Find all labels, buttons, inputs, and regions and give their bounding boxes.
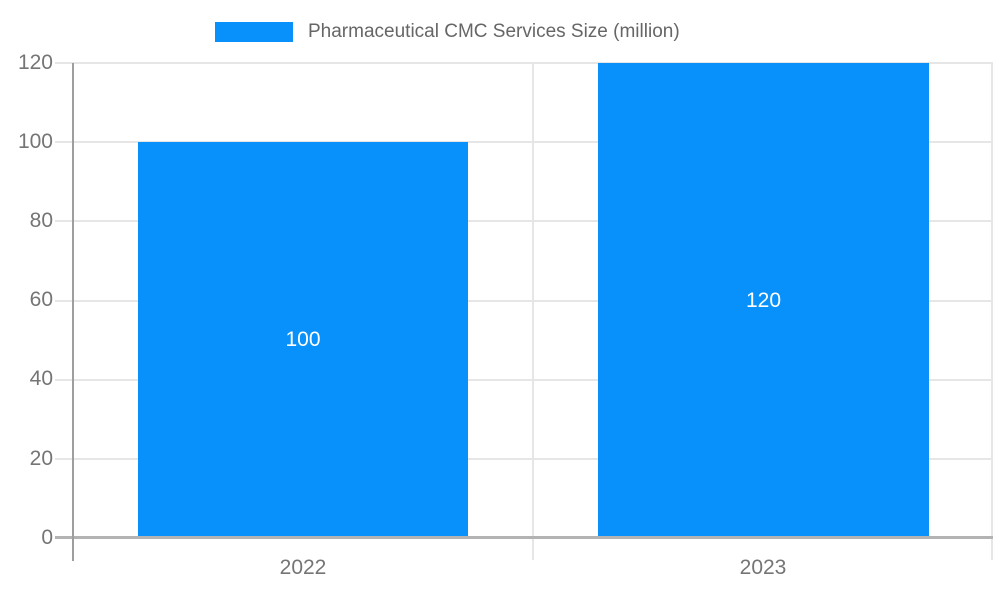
legend-label: Pharmaceutical CMC Services Size (millio… (308, 21, 680, 42)
y-tick-label: 120 (17, 51, 53, 74)
legend-item[interactable]: Pharmaceutical CMC Services Size (millio… (215, 21, 680, 43)
plot-right-border-line (991, 63, 993, 560)
y-axis-line (72, 63, 74, 561)
y-tick-label: 40 (29, 367, 53, 390)
y-tick-label: 60 (29, 288, 53, 311)
x-axis-baseline (55, 536, 993, 539)
y-tick-label: 20 (29, 447, 53, 470)
bar-2022[interactable]: 100 (138, 142, 468, 538)
gridline-20 (55, 457, 993, 460)
plot-area: 100 120 (55, 62, 993, 561)
bar-value-label: 120 (745, 288, 782, 312)
gridline-100 (55, 141, 993, 144)
x-tick-label-2023: 2023 (739, 556, 787, 579)
gridline-40 (55, 378, 993, 381)
gridline-80 (55, 220, 993, 223)
gridline-60 (55, 299, 993, 302)
y-tick-label: 0 (41, 526, 53, 549)
legend-swatch (215, 22, 293, 42)
bar-2023[interactable]: 120 (598, 63, 929, 538)
x-tick-label-2022: 2022 (279, 556, 327, 579)
gridline-120 (55, 62, 993, 64)
category-separator-line (532, 63, 534, 560)
y-tick-label: 100 (17, 130, 53, 153)
bar-value-label: 100 (285, 328, 321, 352)
y-tick-label: 80 (29, 209, 53, 232)
